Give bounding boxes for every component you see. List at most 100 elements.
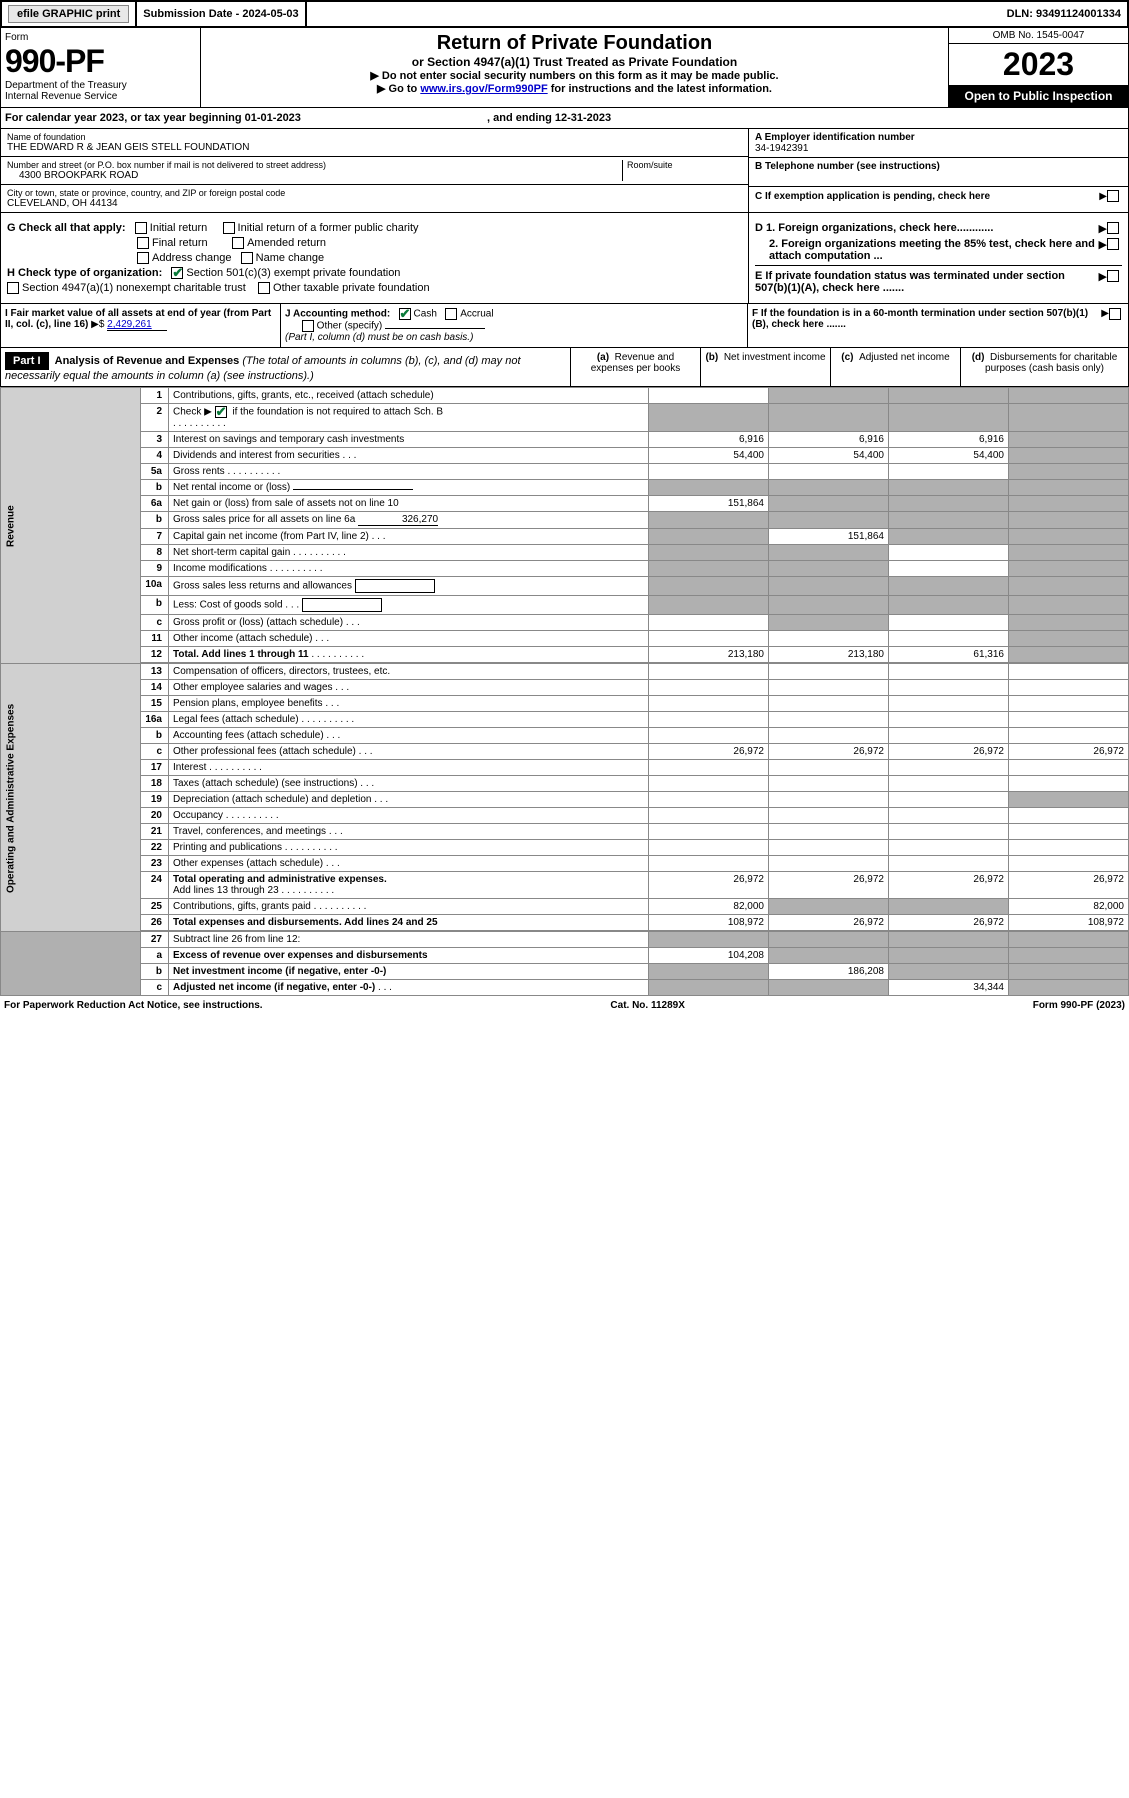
id-right: A Employer identification number 34-1942…	[748, 129, 1128, 212]
header-center: Return of Private Foundation or Section …	[201, 28, 948, 107]
part1-table: Revenue 1 Contributions, gifts, grants, …	[0, 387, 1129, 996]
g-initial-former-checkbox[interactable]	[223, 222, 235, 234]
part1-title: Analysis of Revenue and Expenses	[55, 355, 240, 367]
col-a-header: (a) Revenue and expenses per books	[571, 348, 701, 386]
col-d-header: (d) Disbursements for charitable purpose…	[961, 348, 1128, 386]
foundation-name: THE EDWARD R & JEAN GEIS STELL FOUNDATIO…	[7, 142, 742, 153]
footer-mid: Cat. No. 11289X	[610, 1000, 684, 1011]
line-desc: Check ▶ if the foundation is not require…	[169, 404, 649, 432]
j-cash-checkbox[interactable]	[399, 308, 411, 320]
table-row: 10aGross sales less returns and allowanc…	[1, 577, 1129, 596]
h-4947-text: Section 4947(a)(1) nonexempt charitable …	[22, 282, 246, 294]
table-row: 8Net short-term capital gain . . . . . .…	[1, 545, 1129, 561]
g-amended-checkbox[interactable]	[232, 237, 244, 249]
form-left: Form 990-PF Department of the Treasury I…	[1, 28, 201, 107]
g-initial-text: Initial return	[150, 222, 207, 234]
g-initial-checkbox[interactable]	[135, 222, 147, 234]
table-row: cGross profit or (loss) (attach schedule…	[1, 615, 1129, 631]
j-cash-text: Cash	[414, 309, 437, 320]
g-name-checkbox[interactable]	[241, 252, 253, 264]
open-public: Open to Public Inspection	[949, 85, 1128, 107]
calyear-begin: For calendar year 2023, or tax year begi…	[5, 112, 301, 124]
g-row: G Check all that apply: Initial return I…	[7, 222, 742, 234]
h-501-text: Section 501(c)(3) exempt private foundat…	[186, 267, 400, 279]
d1-text: D 1. Foreign organizations, check here..…	[755, 222, 993, 234]
table-row: cOther professional fees (attach schedul…	[1, 744, 1129, 760]
d1-row: D 1. Foreign organizations, check here..…	[755, 222, 1122, 235]
line-num: 1	[141, 388, 169, 404]
f-cell: F If the foundation is in a 60-month ter…	[748, 304, 1128, 347]
table-row: 12Total. Add lines 1 through 11 . . . . …	[1, 647, 1129, 663]
g-final-checkbox[interactable]	[137, 237, 149, 249]
addr-label: Number and street (or P.O. box number if…	[7, 160, 622, 170]
note2-post: for instructions and the latest informat…	[548, 83, 772, 95]
tax-year: 2023	[949, 44, 1128, 85]
part1-desc: Part I Analysis of Revenue and Expenses …	[1, 348, 571, 386]
g-addr-text: Address change	[152, 252, 232, 264]
h-row2: Section 4947(a)(1) nonexempt charitable …	[7, 282, 742, 294]
h-other-text: Other taxable private foundation	[273, 282, 430, 294]
f-checkbox[interactable]	[1109, 308, 1121, 320]
c-label: C If exemption application is pending, c…	[755, 191, 1099, 202]
form-irs: Internal Revenue Service	[5, 91, 196, 102]
dln-val: 93491124001334	[1036, 8, 1121, 20]
h-row: H Check type of organization: Section 50…	[7, 267, 742, 279]
phone-label: B Telephone number (see instructions)	[755, 161, 1122, 172]
efile-button[interactable]: efile GRAPHIC print	[8, 5, 129, 23]
c-exemption-cell: C If exemption application is pending, c…	[749, 187, 1128, 205]
phone-cell: B Telephone number (see instructions)	[749, 158, 1128, 187]
table-row: 14Other employee salaries and wages . . …	[1, 680, 1129, 696]
table-row: 15Pension plans, employee benefits . . .	[1, 696, 1129, 712]
h-label: H Check type of organization:	[7, 267, 162, 279]
table-row: 25Contributions, gifts, grants paid . . …	[1, 899, 1129, 915]
j-other-checkbox[interactable]	[302, 320, 314, 332]
calyear-end: , and ending 12-31-2023	[487, 112, 611, 124]
room-label: Room/suite	[627, 160, 742, 170]
schb-checkbox[interactable]	[215, 406, 227, 418]
table-row: 21Travel, conferences, and meetings . . …	[1, 824, 1129, 840]
j-accrual-checkbox[interactable]	[445, 308, 457, 320]
omb-number: OMB No. 1545-0047	[949, 28, 1128, 44]
fmv-value[interactable]: 2,429,261	[107, 319, 167, 331]
form-subtitle: or Section 4947(a)(1) Trust Treated as P…	[205, 55, 944, 69]
table-row: bAccounting fees (attach schedule) . . .	[1, 728, 1129, 744]
j-accrual-text: Accrual	[460, 309, 493, 320]
j-note: (Part I, column (d) must be on cash basi…	[285, 332, 473, 343]
table-row: Revenue 1 Contributions, gifts, grants, …	[1, 388, 1129, 404]
f-text: F If the foundation is in a 60-month ter…	[752, 308, 1088, 330]
d2-text: 2. Foreign organizations meeting the 85%…	[769, 238, 1095, 262]
j-cell: J Accounting method: Cash Accrual Other …	[281, 304, 748, 347]
table-row: 24Total operating and administrative exp…	[1, 872, 1129, 899]
d1-checkbox[interactable]	[1107, 222, 1119, 234]
foundation-name-cell: Name of foundation THE EDWARD R & JEAN G…	[1, 129, 748, 157]
d2-row: 2. Foreign organizations meeting the 85%…	[755, 238, 1122, 262]
e-checkbox[interactable]	[1107, 270, 1119, 282]
table-row: 19Depreciation (attach schedule) and dep…	[1, 792, 1129, 808]
e-text: E If private foundation status was termi…	[755, 270, 1065, 294]
table-row: 6aNet gain or (loss) from sale of assets…	[1, 496, 1129, 512]
header-right: OMB No. 1545-0047 2023 Open to Public In…	[948, 28, 1128, 107]
expenses-side-label: Operating and Administrative Expenses	[1, 664, 141, 932]
subdate-val: 2024-05-03	[242, 8, 298, 20]
table-row: 18Taxes (attach schedule) (see instructi…	[1, 776, 1129, 792]
page-footer: For Paperwork Reduction Act Notice, see …	[0, 996, 1129, 1015]
arrow-icon: ▶	[1099, 191, 1107, 202]
note2-pre: ▶ Go to	[377, 83, 420, 95]
h-4947-checkbox[interactable]	[7, 282, 19, 294]
footer-left: For Paperwork Reduction Act Notice, see …	[4, 1000, 263, 1011]
table-row: 20Occupancy . . . . . . . . . .	[1, 808, 1129, 824]
table-row: aExcess of revenue over expenses and dis…	[1, 948, 1129, 964]
j-other-text: Other (specify)	[317, 321, 383, 332]
table-row: 27Subtract line 26 from line 12:	[1, 932, 1129, 948]
h-other-checkbox[interactable]	[258, 282, 270, 294]
id-left: Name of foundation THE EDWARD R & JEAN G…	[1, 129, 748, 212]
h-501c3-checkbox[interactable]	[171, 267, 183, 279]
subdate-cell: Submission Date - 2024-05-03	[137, 2, 306, 26]
part1-label: Part I	[5, 352, 49, 370]
g-address-checkbox[interactable]	[137, 252, 149, 264]
d2-checkbox[interactable]	[1107, 238, 1119, 250]
table-row: 3Interest on savings and temporary cash …	[1, 432, 1129, 448]
form990pf-link[interactable]: www.irs.gov/Form990PF	[420, 83, 547, 95]
street-address: 4300 BROOKPARK ROAD	[7, 170, 622, 181]
c-checkbox[interactable]	[1107, 190, 1119, 202]
